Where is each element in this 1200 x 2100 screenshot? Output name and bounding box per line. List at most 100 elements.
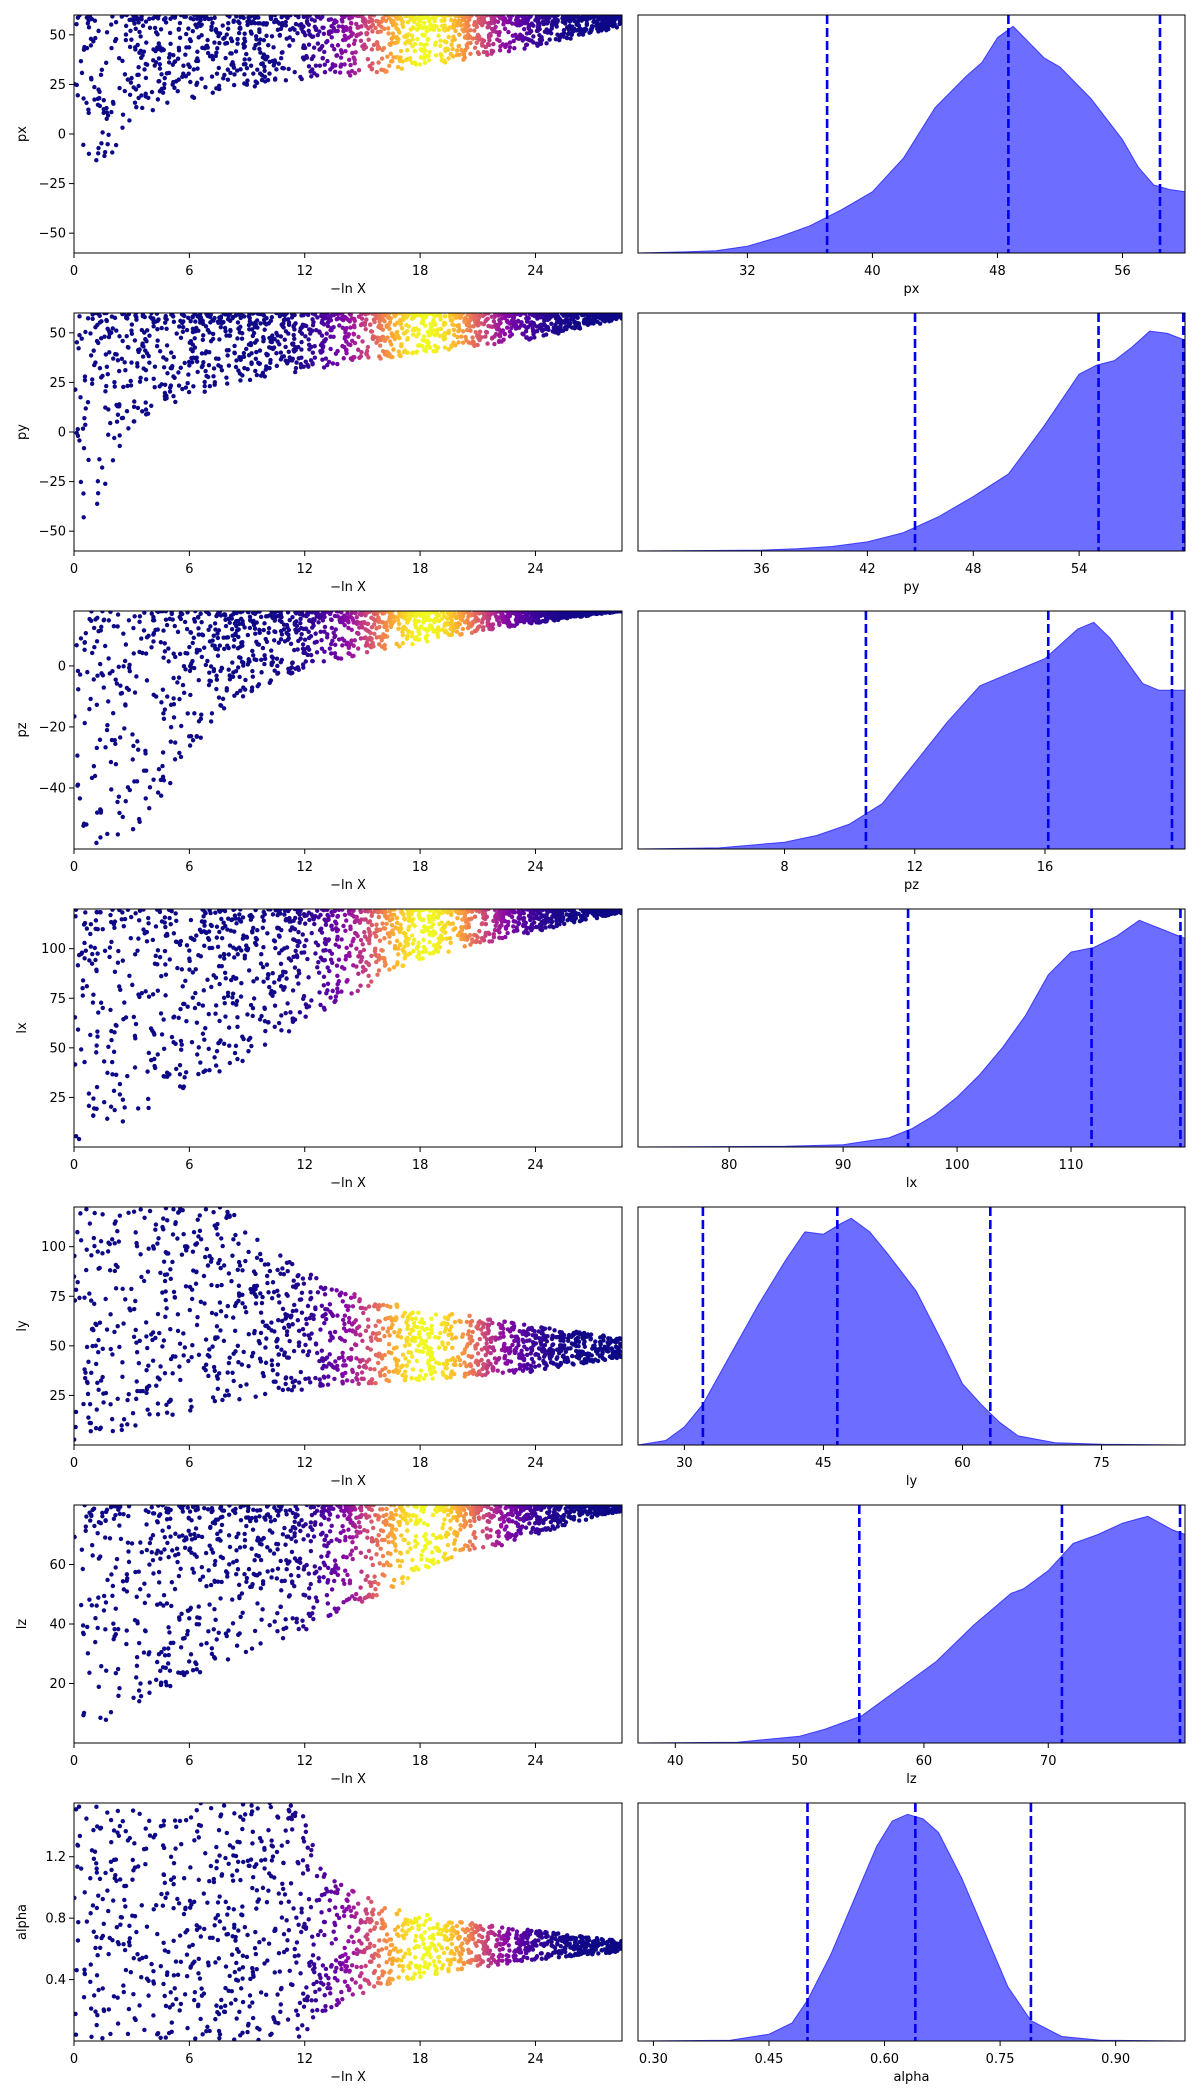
scatter-point (88, 931, 93, 937)
scatter-point (282, 639, 288, 644)
scatter-point (83, 406, 88, 411)
scatter-point (190, 349, 195, 354)
scatter-point (89, 16, 95, 22)
scatter-point (274, 363, 280, 369)
scatter-point (176, 370, 181, 375)
scatter-point (302, 45, 308, 51)
scatter-point (468, 51, 473, 56)
scatter-point (354, 21, 359, 27)
scatter-point (567, 313, 572, 317)
scatter-point (131, 404, 137, 409)
scatter-point (414, 16, 419, 21)
scatter-point (322, 629, 327, 634)
scatter-point (309, 74, 314, 79)
scatter-point (215, 635, 221, 641)
scatter-point (96, 151, 101, 156)
scatter-point (135, 405, 141, 411)
scatter-point (394, 15, 399, 20)
scatter-point (582, 16, 587, 22)
scatter-point (350, 50, 355, 56)
scatter-point (363, 326, 368, 332)
scatter-point (431, 629, 436, 634)
scatter-point (419, 625, 424, 630)
scatter-point (238, 688, 243, 693)
scatter-point (477, 337, 482, 343)
scatter-point (589, 25, 595, 30)
scatter-point (254, 639, 259, 645)
scatter-point (160, 687, 166, 692)
scatter-point (549, 919, 554, 925)
scatter-point (127, 118, 132, 123)
scatter-point (356, 631, 361, 637)
scatter-point (286, 349, 291, 354)
scatter-point (169, 611, 175, 617)
scatter-point (117, 810, 122, 816)
scatter-point (296, 981, 301, 986)
scatter-point (78, 1047, 84, 1052)
scatter-point (605, 15, 610, 18)
scatter-point (587, 30, 592, 35)
scatter-point (480, 617, 486, 622)
scatter-point (262, 656, 268, 661)
x-tick-label: 48 (989, 264, 1006, 279)
scatter-point (247, 315, 252, 321)
scatter-point (244, 81, 249, 87)
y-tick-label: −50 (39, 525, 66, 540)
scatter-point (81, 445, 87, 451)
scatter-point (245, 366, 250, 372)
scatter-point (515, 313, 520, 317)
scatter-point (548, 31, 554, 36)
scatter-point (595, 611, 600, 616)
scatter-point (233, 49, 239, 54)
scatter-point (597, 313, 602, 318)
scatter-point (110, 326, 115, 331)
scatter-point (300, 642, 306, 647)
scatter-point (213, 646, 218, 651)
scatter-point (315, 32, 321, 38)
scatter-point (557, 615, 563, 620)
scatter-point (369, 953, 374, 959)
scatter-point (106, 432, 111, 437)
scatter-point (349, 627, 354, 633)
scatter-point (413, 625, 419, 630)
scatter-point (425, 616, 431, 621)
scatter-point (284, 630, 289, 636)
density-area (637, 25, 1186, 254)
scatter-point (354, 946, 359, 951)
scatter-point (323, 315, 328, 321)
scatter-point (151, 632, 156, 637)
scatter-point (96, 1010, 101, 1015)
scatter-point (416, 940, 421, 946)
scatter-point (265, 54, 270, 60)
scatter-point (129, 914, 134, 920)
scatter-point (507, 45, 513, 50)
scatter-point (76, 687, 81, 692)
scatter-point (236, 627, 241, 632)
scatter-point (592, 15, 598, 19)
scatter-point (95, 673, 100, 678)
scatter-point (156, 766, 162, 772)
scatter-point (243, 677, 248, 683)
scatter-point (202, 389, 207, 394)
scatter-point (187, 363, 192, 368)
scatter-point (334, 53, 340, 58)
scatter-point (127, 787, 132, 793)
scatter-point (109, 22, 114, 27)
scatter-point (91, 348, 96, 353)
scatter-point (188, 629, 193, 635)
scatter-point (292, 647, 297, 653)
scatter-point (422, 338, 428, 343)
scatter-point (89, 775, 95, 781)
scatter-point (157, 44, 162, 49)
scatter-point (262, 68, 267, 73)
scatter-point (428, 22, 433, 27)
scatter-point (202, 645, 207, 650)
scatter-point (168, 724, 174, 730)
scatter-point (463, 15, 469, 19)
scatter-point (132, 419, 137, 424)
scatter-point (227, 673, 232, 678)
scatter-point (325, 323, 331, 329)
scatter-point (379, 67, 384, 72)
scatter-point (190, 658, 195, 664)
scatter-point (250, 653, 256, 658)
